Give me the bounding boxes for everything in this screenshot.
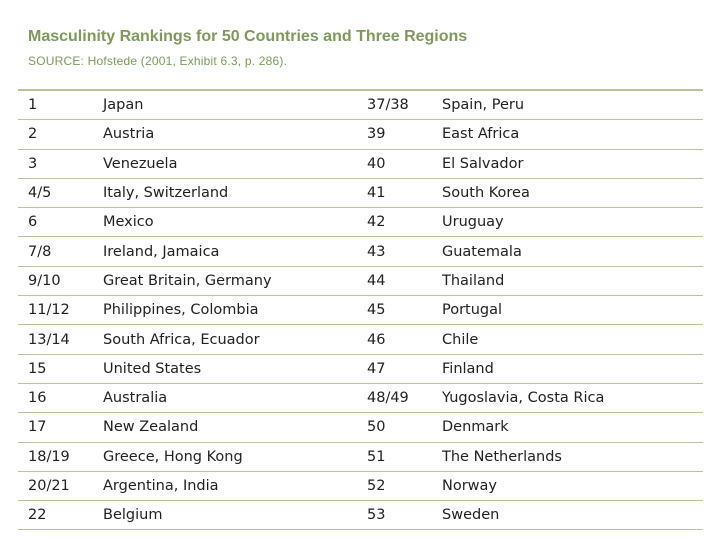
countries-cell-left: Great Britain, Germany <box>93 266 357 297</box>
rank-cell-left: 9/10 <box>18 266 93 297</box>
countries-cell-left: Belgium <box>93 500 357 531</box>
rank-cell-left: 22 <box>18 500 93 531</box>
table-row: 18/19 Greece, Hong Kong 51 The Netherlands <box>18 442 703 472</box>
rank-cell-left: 18/19 <box>18 442 93 472</box>
rank-cell-left: 17 <box>18 412 93 443</box>
rank-cell-left: 11/12 <box>18 295 93 326</box>
table-row: 1 Japan 37/38 Spain, Peru <box>18 89 703 121</box>
rank-cell-right: 51 <box>357 442 432 472</box>
table-row: 15 United States 47 Finland <box>18 354 703 384</box>
rank-cell-right: 43 <box>357 236 432 267</box>
rank-cell-right: 45 <box>357 295 432 326</box>
countries-cell-left: Argentina, India <box>93 471 357 502</box>
table-row: 4/5 Italy, Switzerland 41 South Korea <box>18 178 703 209</box>
rank-cell-left: 1 <box>18 89 93 121</box>
rank-cell-right: 44 <box>357 266 432 297</box>
countries-cell-right: Thailand <box>432 266 703 297</box>
countries-cell-left: Mexico <box>93 207 357 238</box>
rank-cell-left: 13/14 <box>18 324 93 355</box>
table-row: 16 Australia 48/49 Yugoslavia, Costa Rica <box>18 383 703 414</box>
table-row: 20/21 Argentina, India 52 Norway <box>18 471 703 502</box>
countries-cell-right: Portugal <box>432 295 703 326</box>
countries-cell-left: Italy, Switzerland <box>93 178 357 209</box>
countries-cell-right: Guatemala <box>432 236 703 267</box>
countries-cell-left: Greece, Hong Kong <box>93 442 357 472</box>
countries-cell-left: New Zealand <box>93 412 357 443</box>
rank-cell-right: 37/38 <box>357 89 432 121</box>
rankings-table-body: 1 Japan 37/38 Spain, Peru 2 Austria 39 East Afr… <box>18 89 703 531</box>
table-row: 17 New Zealand 50 Denmark <box>18 412 703 443</box>
rank-cell-right: 47 <box>357 354 432 384</box>
rank-cell-right: 39 <box>357 119 432 150</box>
rank-cell-right: 41 <box>357 178 432 209</box>
rank-cell-right: 48/49 <box>357 383 432 414</box>
table-row: 22 Belgium 53 Sweden <box>18 500 703 531</box>
rank-cell-right: 46 <box>357 324 432 355</box>
rank-cell-left: 2 <box>18 119 93 150</box>
table-row: 3 Venezuela 40 El Salvador <box>18 149 703 179</box>
table-row: 2 Austria 39 East Africa <box>18 119 703 150</box>
rank-cell-left: 7/8 <box>18 236 93 267</box>
rank-cell-right: 53 <box>357 500 432 531</box>
table-row: 7/8 Ireland, Jamaica 43 Guatemala <box>18 236 703 267</box>
countries-cell-right: East Africa <box>432 119 703 150</box>
rank-cell-left: 3 <box>18 149 93 179</box>
table-row: 11/12 Philippines, Colombia 45 Portugal <box>18 295 703 326</box>
rank-cell-left: 15 <box>18 354 93 384</box>
countries-cell-right: Spain, Peru <box>432 89 703 121</box>
countries-cell-left: Australia <box>93 383 357 414</box>
countries-cell-right: Chile <box>432 324 703 355</box>
rank-cell-right: 42 <box>357 207 432 238</box>
countries-cell-left: Ireland, Jamaica <box>93 236 357 267</box>
countries-cell-right: Uruguay <box>432 207 703 238</box>
rank-cell-left: 20/21 <box>18 471 93 502</box>
table-row: 6 Mexico 42 Uruguay <box>18 207 703 238</box>
rank-cell-right: 50 <box>357 412 432 443</box>
countries-cell-left: South Africa, Ecuador <box>93 324 357 355</box>
rank-cell-left: 6 <box>18 207 93 238</box>
rank-cell-right: 52 <box>357 471 432 502</box>
countries-cell-right: Finland <box>432 354 703 384</box>
rank-cell-right: 40 <box>357 149 432 179</box>
countries-cell-left: Philippines, Colombia <box>93 295 357 326</box>
countries-cell-left: United States <box>93 354 357 384</box>
rank-cell-left: 16 <box>18 383 93 414</box>
countries-cell-left: Austria <box>93 119 357 150</box>
table-row: 13/14 South Africa, Ecuador 46 Chile <box>18 324 703 355</box>
countries-cell-right: Sweden <box>432 500 703 531</box>
page-title: Masculinity Rankings for 50 Countries an… <box>28 28 468 45</box>
rankings-table: 1 Japan 37/38 Spain, Peru 2 Austria 39 East Afr… <box>18 89 703 531</box>
countries-cell-right: El Salvador <box>432 149 703 179</box>
countries-cell-right: Yugoslavia, Costa Rica <box>432 383 703 414</box>
countries-cell-right: Denmark <box>432 412 703 443</box>
table-row: 9/10 Great Britain, Germany 44 Thailand <box>18 266 703 297</box>
countries-cell-right: Norway <box>432 471 703 502</box>
countries-cell-right: The Netherlands <box>432 442 703 472</box>
countries-cell-left: Venezuela <box>93 149 357 179</box>
countries-cell-right: South Korea <box>432 178 703 209</box>
rank-cell-left: 4/5 <box>18 178 93 209</box>
source-note: SOURCE: Hofstede (2001, Exhibit 6.3, p. … <box>28 54 288 68</box>
countries-cell-left: Japan <box>93 89 357 121</box>
